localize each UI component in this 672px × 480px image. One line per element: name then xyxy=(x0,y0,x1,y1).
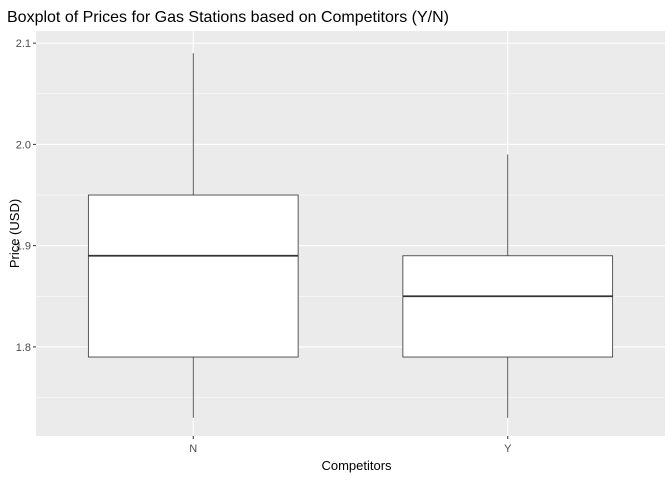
iqr-box xyxy=(402,255,614,358)
boxes xyxy=(87,53,614,418)
x-tick-label: N xyxy=(189,443,197,455)
y-tick-label: 2.1 xyxy=(16,38,31,50)
y-axis: 1.8 1.9 2.0 2.1 xyxy=(16,38,36,354)
y-tick-label: 2.0 xyxy=(16,139,31,151)
y-tick-label: 1.9 xyxy=(16,241,31,253)
box-N xyxy=(87,53,299,418)
y-tick-label: 1.8 xyxy=(16,342,31,354)
box-Y xyxy=(402,154,614,418)
y-axis-title: Price (USD) xyxy=(7,199,22,268)
x-axis-title: Competitors xyxy=(321,458,392,473)
iqr-box xyxy=(87,194,299,358)
chart-title: Boxplot of Prices for Gas Stations based… xyxy=(7,9,449,26)
x-tick-label: Y xyxy=(504,443,512,455)
